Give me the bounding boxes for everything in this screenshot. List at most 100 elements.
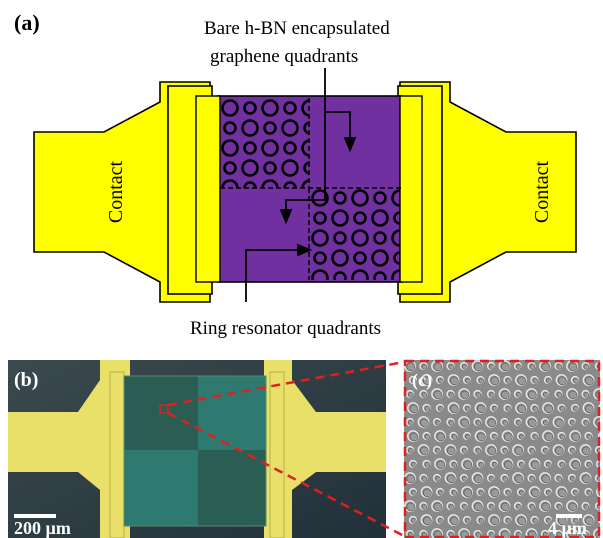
ring-icon [281,159,299,177]
sem-ring-shadow [406,362,416,372]
sem-ring-shadow [554,446,564,456]
sem-ring-shadow [598,461,600,469]
sem-ring-shadow [542,419,549,426]
ring-icon [351,229,369,247]
sem-ring-shadow [488,391,495,398]
sem-ring-shadow [464,517,471,524]
sem-ring-shadow [532,377,539,384]
sem-ring-shadow [500,390,510,400]
ring-icon [311,269,329,280]
sem-ring-shadow [597,476,600,482]
sem-ring-shadow [559,405,566,412]
sem-ring-shadow [475,447,482,454]
top-annotation-line1: Bare h-BN encapsulated [204,18,390,39]
sem-ring-shadow [529,363,536,370]
sem-ring-shadow [530,460,540,470]
ring-icon [223,121,237,135]
panel-b-scale-bar [14,514,56,518]
sem-ring-shadow [433,530,443,538]
sem-ring-shadow [461,447,468,454]
ring-icon [333,191,347,205]
sem-ring-shadow [529,475,536,482]
panel-c-scale-label: 4 µm [548,518,587,538]
ring-icon [303,161,310,175]
sem-ring-shadow [488,363,495,370]
sem-ring-shadow [488,503,495,510]
sem-ring-shadow [446,446,456,456]
sem-ring-shadow [569,447,576,454]
sem-ring-shadow [569,475,576,482]
sem-ring-shadow [460,390,470,400]
ring-icon [261,179,279,188]
sem-ring-shadow [448,419,455,426]
sem-ring-shadow [473,362,483,372]
sem-ring-shadow [502,447,509,454]
sem-ring-shadow [478,489,485,496]
sem-ring-shadow [500,362,510,372]
sem-ring-shadow [464,405,471,412]
sem-ring-shadow [478,517,485,524]
sem-ring-shadow [488,475,495,482]
sem-ring-shadow [407,447,414,454]
sem-ring-shadow [502,475,509,482]
sem-ring-shadow [598,489,600,497]
sem-ring-shadow [451,433,458,440]
sem-ring-shadow [434,447,441,454]
ring-icon [243,101,257,115]
sem-ring-shadow [437,377,444,384]
sem-ring-shadow [463,460,473,470]
sem-ring-shadow [451,489,458,496]
sem-ring-shadow [406,474,416,484]
sem-ring-shadow [476,404,486,414]
sem-ring-shadow [476,432,486,442]
ring-icon [353,251,367,265]
ring-icon [261,99,279,117]
ring-icon [351,269,369,280]
sem-ring-shadow [568,390,578,400]
sem-ring-shadow [460,530,470,538]
sem-ring-shadow [572,377,579,384]
ring-icon [241,119,259,137]
sem-ring-shadow [581,474,591,484]
sem-ring-shadow [433,502,443,512]
sem-ring-shadow [434,475,441,482]
sem-ring-shadow [490,488,500,498]
sem-ring-shadow [473,474,483,484]
top-annotation-line2: graphene quadrants [210,46,358,67]
ring-icon [331,249,349,267]
sem-ring-shadow [568,362,578,372]
sem-ring-shadow [518,433,525,440]
contact-overlap-left [195,95,221,283]
ring-icon [371,209,389,227]
sem-ring-shadow [571,460,581,470]
sem-ring-shadow [503,432,513,442]
panel-b-scale-label: 200 µm [14,518,71,538]
sem-ring-shadow [572,405,579,412]
sem-ring-shadow [505,489,512,496]
sem-ring-shadow [515,503,522,510]
sem-ring-shadow [545,489,552,496]
ring-icon [261,139,279,157]
sem-ring-shadow [518,461,525,468]
sem-ring-shadow [545,377,552,384]
ring-icon [373,191,387,205]
sem-ring-shadow [556,503,563,510]
sem-ring-shadow [517,404,527,414]
sem-ring-shadow [449,404,459,414]
ring-icon [333,231,347,245]
sem-ring-shadow [409,432,419,442]
sem-ring-shadow [581,446,591,456]
panel-c-frame [403,359,601,538]
panel-c-scale-bar [556,514,582,518]
sem-ring-shadow [475,531,482,538]
sem-ring-shadow [571,432,581,442]
sem-ring-shadow [518,489,525,496]
sem-ring-shadow [491,461,498,468]
sem-ring-shadow [554,418,564,428]
sem-ring-shadow [541,362,551,372]
sem-ring-shadow [487,446,497,456]
sem-ring-shadow [436,432,446,442]
sem-ring-shadow [436,460,446,470]
